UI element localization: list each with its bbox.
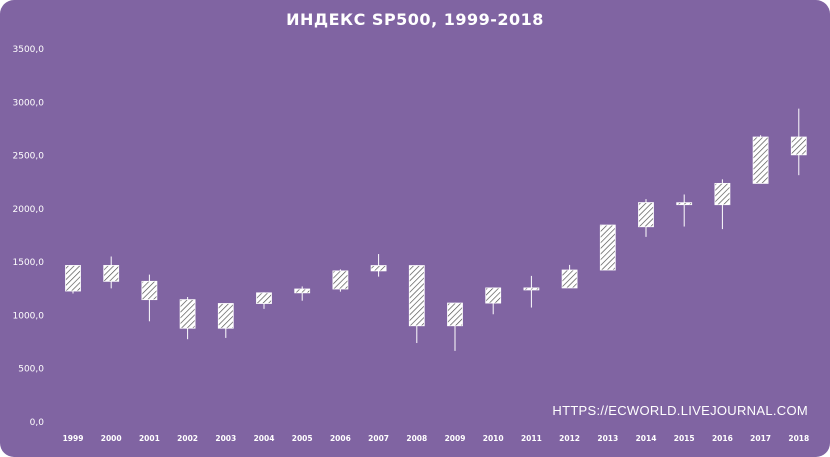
- x-tick-label: 2003: [215, 434, 236, 443]
- x-tick-label: 2005: [292, 434, 313, 443]
- candle-body-2015: [676, 202, 693, 206]
- y-axis: 0,0 500,0 1000,0 1500,0 2000,0 2500,0 3000,0 35…: [13, 45, 45, 428]
- candle-body-2009: [447, 302, 463, 327]
- y-tick-label: 3000,0: [13, 98, 45, 108]
- candle-body-2013: [599, 224, 616, 271]
- candle-body-2011: [523, 287, 540, 291]
- x-tick-label: 2012: [559, 434, 580, 443]
- candle-body-2017: [752, 136, 769, 184]
- candle-body-2007: [370, 265, 387, 272]
- candle-body-2001: [141, 280, 158, 301]
- x-tick-label: 2016: [712, 434, 733, 443]
- candle-body-2010: [485, 287, 502, 304]
- x-tick-label: 2001: [139, 434, 160, 443]
- x-tick-label: 2011: [521, 434, 542, 443]
- watermark-url: HTTPS://ECWORLD.LIVEJOURNAL.COM: [552, 403, 808, 418]
- x-tick-label: 2004: [254, 434, 275, 443]
- x-tick-label: 2015: [674, 434, 695, 443]
- x-tick-label: 1999: [63, 434, 84, 443]
- chart-title: ИНДЕКС SP500, 1999-2018: [286, 10, 544, 29]
- candle-body-2006: [332, 270, 349, 290]
- x-tick-label: 2014: [636, 434, 657, 443]
- x-tick-label: 2010: [483, 434, 504, 443]
- y-tick-label: 2000,0: [13, 205, 45, 215]
- x-tick-label: 2006: [330, 434, 351, 443]
- candle-body-2002: [179, 299, 196, 329]
- candle-body-2014: [638, 202, 654, 228]
- candles: [65, 108, 807, 351]
- y-tick-label: 500,0: [18, 365, 44, 375]
- x-tick-label: 2007: [368, 434, 389, 443]
- x-tick-label: 2018: [788, 434, 809, 443]
- candle-body-2012: [561, 269, 578, 289]
- candle-body-2004: [256, 292, 272, 304]
- y-tick-label: 1000,0: [13, 311, 45, 321]
- x-tick-label: 2008: [406, 434, 427, 443]
- candle-body-2003: [217, 303, 234, 329]
- candle-body-2005: [294, 288, 311, 294]
- y-tick-label: 0,0: [30, 418, 45, 428]
- candle-body-1999: [65, 265, 81, 292]
- x-tick-label: 2000: [101, 434, 122, 443]
- y-tick-label: 3500,0: [13, 45, 45, 55]
- candle-body-2018: [790, 136, 807, 156]
- y-tick-label: 2500,0: [13, 152, 45, 162]
- x-tick-label: 2017: [750, 434, 771, 443]
- x-axis: 1999 2000 2001 2002 2003 2004 2005 2006 2007 2008…: [63, 434, 810, 443]
- candle-body-2000: [103, 265, 120, 282]
- candle-body-2008: [408, 265, 425, 327]
- x-tick-label: 2002: [177, 434, 198, 443]
- candle-body-2016: [714, 182, 731, 206]
- x-tick-label: 2009: [445, 434, 466, 443]
- x-tick-label: 2013: [597, 434, 618, 443]
- y-tick-label: 1500,0: [13, 258, 45, 268]
